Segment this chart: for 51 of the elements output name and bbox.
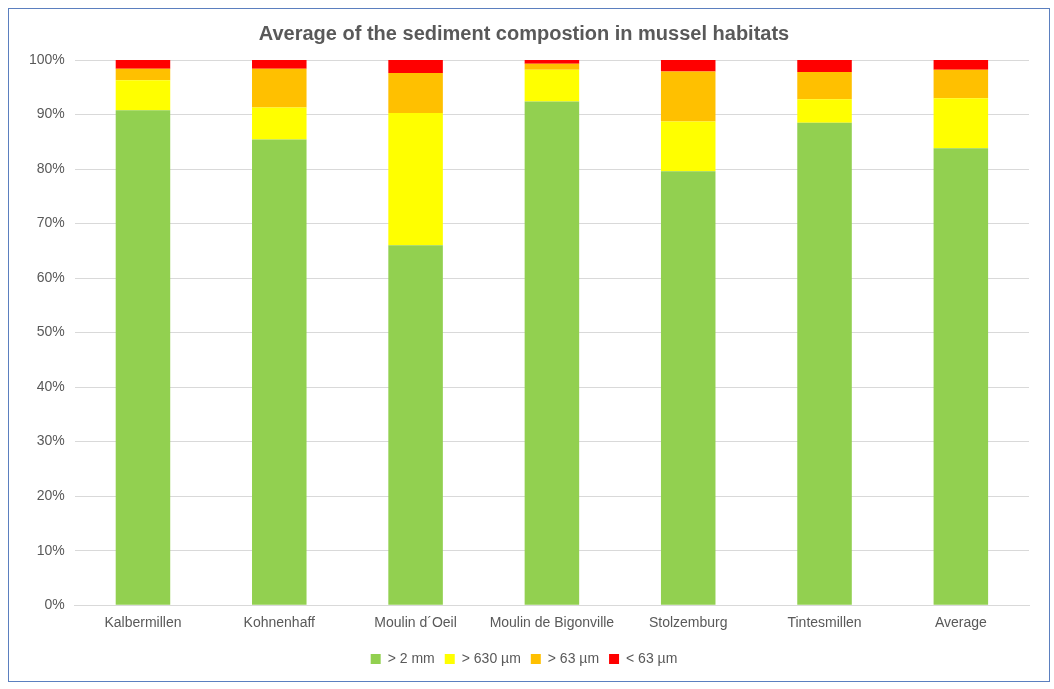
bar bbox=[660, 71, 716, 122]
legend-label: < 63 µm bbox=[626, 649, 678, 666]
x-tick-label: Kohnenhaff bbox=[243, 614, 316, 631]
x-tick-label: Stolzemburg bbox=[648, 614, 728, 631]
x-tick-label: Kalbermillen bbox=[104, 614, 182, 631]
bar bbox=[388, 60, 443, 74]
bar bbox=[252, 107, 307, 140]
bar bbox=[115, 110, 171, 605]
bar bbox=[797, 122, 852, 605]
y-tick-label: 30% bbox=[36, 432, 65, 449]
legend-label: > 63 µm bbox=[547, 649, 600, 666]
legend-label: > 2 mm bbox=[387, 649, 435, 666]
bar bbox=[933, 98, 989, 149]
bar bbox=[115, 60, 171, 69]
bar bbox=[524, 60, 580, 64]
bar bbox=[115, 68, 171, 81]
x-tick-label: Moulin de Bigonville bbox=[489, 614, 615, 631]
y-tick-label: 20% bbox=[36, 487, 65, 504]
bar bbox=[660, 171, 716, 605]
bar bbox=[933, 148, 989, 605]
bar bbox=[524, 101, 580, 605]
y-tick-label: 80% bbox=[36, 159, 65, 176]
bar bbox=[388, 73, 443, 113]
bar bbox=[252, 60, 307, 69]
y-tick-label: 100% bbox=[28, 50, 65, 67]
bar bbox=[660, 60, 716, 72]
bar bbox=[252, 139, 307, 605]
x-tick-label: Moulin d´Oeil bbox=[374, 614, 457, 631]
bar bbox=[115, 80, 171, 111]
bar bbox=[524, 69, 580, 102]
y-tick-label: 90% bbox=[36, 105, 65, 122]
bar bbox=[252, 68, 307, 108]
bar bbox=[388, 112, 443, 246]
bar bbox=[933, 69, 989, 99]
bar bbox=[797, 71, 852, 100]
bar bbox=[933, 60, 989, 70]
x-tick-label: Average bbox=[934, 614, 987, 631]
bar bbox=[797, 99, 852, 123]
chart-title: Average of the sediment compostion in mussel habitats bbox=[258, 21, 790, 44]
bar bbox=[388, 245, 443, 605]
bar bbox=[660, 121, 716, 172]
y-tick-label: 60% bbox=[36, 268, 65, 285]
bar bbox=[524, 63, 580, 70]
y-tick-label: 70% bbox=[36, 214, 65, 231]
y-tick-label: 40% bbox=[36, 377, 65, 394]
bar bbox=[797, 60, 852, 72]
y-tick-label: 50% bbox=[36, 323, 65, 340]
legend-label: > 630 µm bbox=[461, 649, 521, 666]
y-tick-label: 10% bbox=[36, 541, 65, 558]
y-tick-label: 0% bbox=[44, 596, 65, 613]
x-tick-label: Tintesmillen bbox=[787, 614, 862, 631]
